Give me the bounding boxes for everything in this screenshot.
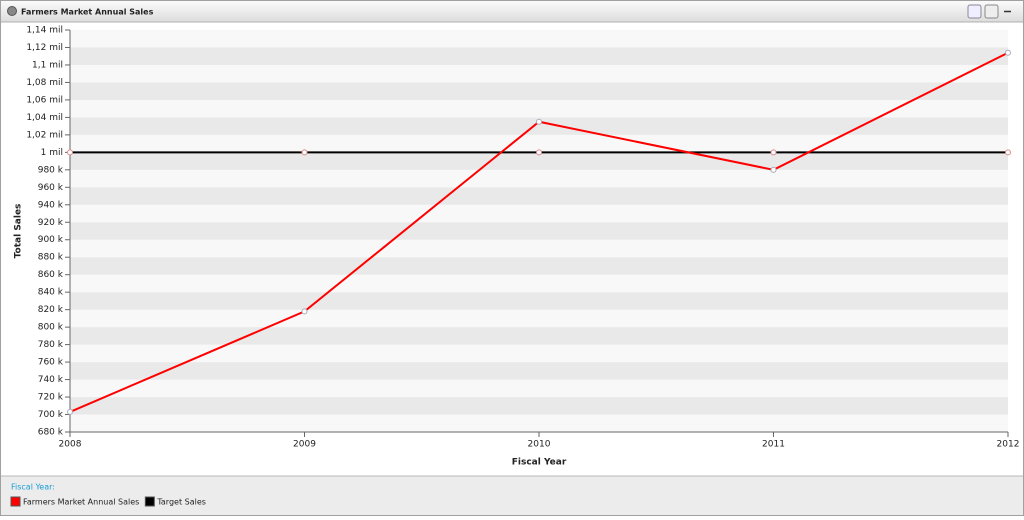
data-point bbox=[1005, 149, 1011, 156]
data-point bbox=[536, 118, 542, 125]
data-point bbox=[67, 408, 73, 415]
grid-band bbox=[70, 414, 1008, 432]
grid-band bbox=[70, 274, 1008, 293]
y-tick-label: 820 k bbox=[38, 305, 64, 315]
y-tick-label: 960 k bbox=[38, 183, 64, 193]
legend-title: Fiscal Year: bbox=[11, 483, 55, 492]
help-button[interactable] bbox=[967, 4, 982, 19]
y-tick-label: 720 k bbox=[38, 393, 64, 403]
y-tick-label: 1,06 mil bbox=[26, 95, 63, 105]
y-tick-label: 1,12 mil bbox=[26, 43, 63, 53]
grid-band bbox=[70, 99, 1008, 118]
x-tick-label: 2009 bbox=[293, 440, 316, 450]
y-tick-label: 900 k bbox=[38, 235, 64, 245]
data-point bbox=[67, 149, 73, 156]
y-tick-label: 1,08 mil bbox=[26, 78, 63, 88]
y-tick-label: 920 k bbox=[38, 218, 64, 228]
grid-band bbox=[70, 134, 1008, 153]
grid-band bbox=[70, 64, 1008, 83]
data-point bbox=[770, 149, 777, 156]
grid-band bbox=[70, 397, 1008, 415]
panel-title: Farmers Market Annual Sales bbox=[21, 8, 154, 17]
y-tick-label: 760 k bbox=[38, 358, 64, 368]
grid-band bbox=[70, 47, 1008, 65]
x-tick-label: 2008 bbox=[59, 440, 82, 450]
legend-swatch bbox=[144, 496, 155, 507]
title-bar bbox=[1, 1, 1023, 22]
legend-swatch bbox=[10, 496, 21, 507]
grid-band bbox=[70, 204, 1008, 223]
y-tick-label: 1 mil bbox=[41, 148, 63, 158]
data-point bbox=[1005, 49, 1011, 56]
y-tick-label: 860 k bbox=[38, 270, 64, 280]
grid-band bbox=[70, 222, 1008, 240]
data-point bbox=[301, 308, 308, 315]
grid-band bbox=[70, 187, 1008, 205]
grid-band bbox=[70, 239, 1008, 258]
y-tick-label: 980 k bbox=[38, 165, 64, 175]
grid-band bbox=[70, 309, 1008, 328]
y-tick-label: 1,02 mil bbox=[26, 130, 63, 140]
y-tick-label: 880 k bbox=[38, 253, 64, 263]
x-tick-label: 2011 bbox=[762, 440, 785, 450]
y-tick-label: 1,04 mil bbox=[26, 113, 63, 123]
grid-band bbox=[70, 169, 1008, 188]
grid-band bbox=[70, 292, 1008, 310]
grid-band bbox=[70, 152, 1008, 170]
legend-area bbox=[1, 476, 1023, 515]
y-tick-label: 1,14 mil bbox=[26, 26, 63, 36]
grid-band bbox=[70, 327, 1008, 345]
grid-band bbox=[70, 30, 1008, 48]
grid-band bbox=[70, 82, 1008, 100]
y-tick-label: 800 k bbox=[38, 323, 64, 333]
x-tick-label: 2010 bbox=[528, 440, 551, 450]
data-point bbox=[770, 166, 777, 173]
y-tick-label: 1,1 mil bbox=[32, 60, 63, 70]
grid-band bbox=[70, 257, 1008, 275]
data-point bbox=[301, 149, 308, 156]
legend-label: Farmers Market Annual Sales bbox=[23, 498, 139, 507]
settings-button[interactable] bbox=[984, 4, 999, 19]
y-tick-label: 700 k bbox=[38, 410, 64, 420]
x-tick-label: 2012 bbox=[997, 440, 1020, 450]
y-tick-label: 680 k bbox=[38, 428, 64, 438]
y-tick-label: 840 k bbox=[38, 288, 64, 298]
x-axis-title: Fiscal Year bbox=[512, 458, 567, 468]
y-tick-label: 940 k bbox=[38, 200, 64, 210]
y-tick-label: 740 k bbox=[38, 375, 64, 385]
panel-icon bbox=[7, 6, 17, 16]
data-point bbox=[536, 149, 542, 156]
y-tick-label: 780 k bbox=[38, 340, 64, 350]
grid-band bbox=[70, 379, 1008, 398]
grid-band bbox=[70, 362, 1008, 380]
legend-label: Target Sales bbox=[156, 498, 206, 507]
grid-band bbox=[70, 344, 1008, 363]
grid-band bbox=[70, 117, 1008, 135]
y-axis-title: Total Sales bbox=[14, 204, 24, 259]
